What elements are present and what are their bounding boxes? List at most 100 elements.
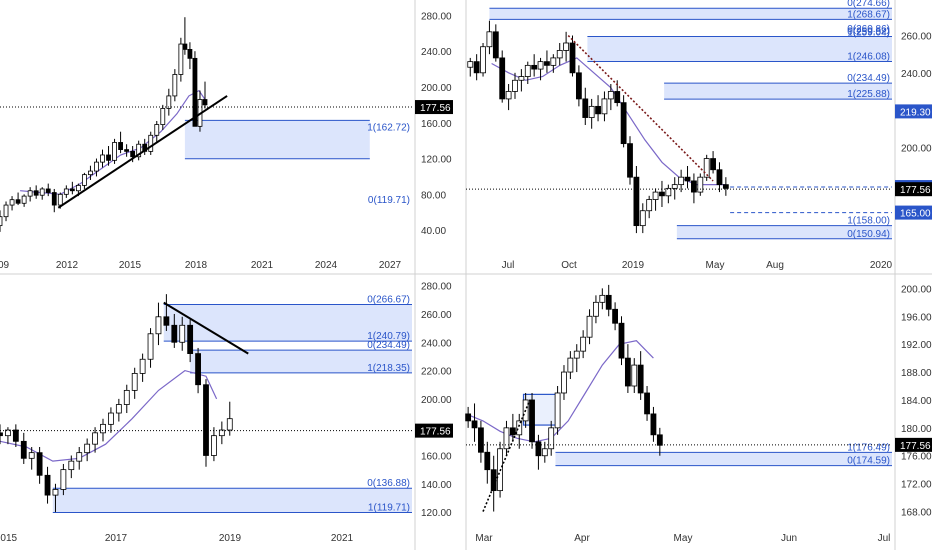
x-tick-label: 2027 bbox=[379, 260, 402, 271]
last-price-box bbox=[415, 100, 453, 115]
x-tick-label: Apr bbox=[574, 533, 590, 544]
candle-up bbox=[480, 46, 486, 74]
candle-down bbox=[171, 324, 178, 343]
candle-up bbox=[63, 188, 69, 195]
x-tick-label: Jul bbox=[502, 260, 515, 271]
candle-up bbox=[554, 392, 561, 429]
candle-up bbox=[697, 176, 704, 193]
candle-up bbox=[154, 124, 160, 136]
candle-up bbox=[166, 95, 172, 109]
trend-line bbox=[163, 301, 249, 355]
candle-down bbox=[612, 308, 618, 324]
chart-panel-bottom-right: 1(176.49) 0(174.59) 168.00 172.00 176.00 180.… bbox=[465, 284, 932, 544]
y-tick-label: 240.00 bbox=[421, 47, 452, 58]
fib-label: 0(119.71) bbox=[368, 195, 410, 206]
candle-up bbox=[486, 31, 493, 48]
candle-up bbox=[556, 50, 563, 59]
candle-up bbox=[586, 315, 593, 338]
candle-down bbox=[69, 188, 75, 192]
fib-label: 0(274.66) bbox=[847, 0, 890, 9]
range-box bbox=[522, 393, 559, 426]
y-tick-label: 260.00 bbox=[901, 32, 932, 43]
y-tick-label: 240.00 bbox=[421, 338, 452, 349]
fib-zone bbox=[676, 225, 892, 239]
fib-zone bbox=[587, 36, 892, 62]
candle-up bbox=[160, 108, 166, 125]
candle-up bbox=[112, 142, 117, 161]
candle-up bbox=[503, 427, 510, 450]
candle-down bbox=[618, 322, 625, 359]
candle-down bbox=[531, 64, 538, 70]
candle-up bbox=[671, 184, 678, 189]
candle-up bbox=[226, 418, 233, 431]
y-tick-label: 240.00 bbox=[901, 69, 932, 80]
candle-up bbox=[580, 336, 587, 352]
candle-up bbox=[136, 143, 142, 158]
x-tick-label: 2020 bbox=[870, 260, 893, 271]
candle-up bbox=[652, 191, 659, 200]
candle-up bbox=[57, 193, 63, 206]
fib-label: 0(266.67) bbox=[367, 295, 410, 306]
candle-up bbox=[537, 61, 544, 70]
y-tick-label: 260.00 bbox=[421, 310, 452, 321]
candle-down bbox=[624, 357, 631, 387]
candle-up bbox=[75, 184, 81, 192]
candle-up bbox=[178, 43, 184, 75]
y-tick-label: 120.00 bbox=[421, 508, 452, 519]
y-tick-label: 280.00 bbox=[421, 11, 452, 22]
y-tick-label: 168.00 bbox=[901, 508, 932, 519]
x-tick-label: Mar bbox=[475, 533, 493, 544]
candle-up bbox=[563, 42, 570, 51]
candle-up bbox=[148, 134, 154, 152]
x-tick-label: 2017 bbox=[105, 533, 128, 544]
x-tick-label: 2015 bbox=[0, 533, 18, 544]
candle-up bbox=[561, 371, 567, 394]
last-price-label: 177.56 bbox=[900, 441, 931, 452]
fib-zone bbox=[52, 488, 412, 513]
candle-up bbox=[607, 91, 614, 100]
x-tick-label: Jul bbox=[878, 533, 891, 544]
fib-label: 1(162.72) bbox=[367, 122, 410, 133]
fib-label: 1(225.88) bbox=[847, 89, 890, 100]
fib-zone bbox=[184, 120, 370, 159]
candle-up bbox=[88, 170, 93, 176]
candle-down bbox=[33, 190, 39, 196]
chart-panel-top-left: 1(162.72) 0(119.71) 40.00 80.00 120.00 160.00… bbox=[0, 11, 453, 271]
candle-down bbox=[473, 61, 480, 74]
candle-up bbox=[541, 448, 548, 457]
y-tick-label: 140.00 bbox=[421, 480, 452, 491]
candle-down bbox=[499, 57, 506, 100]
candle-down bbox=[650, 413, 657, 436]
last-price-label: 177.56 bbox=[900, 185, 931, 196]
y-tick-label: 176.00 bbox=[901, 452, 932, 463]
candle-up bbox=[39, 188, 45, 196]
trend-line bbox=[57, 95, 228, 209]
x-tick-label: Oct bbox=[561, 260, 577, 271]
y-tick-label: 40.00 bbox=[421, 226, 446, 237]
candle-down bbox=[529, 399, 535, 443]
candle-down bbox=[36, 452, 43, 476]
candle-up bbox=[172, 74, 178, 97]
candle-up bbox=[123, 389, 130, 405]
y-tick-label: 188.00 bbox=[901, 368, 932, 379]
candle-up bbox=[9, 199, 15, 206]
candle-down bbox=[569, 42, 576, 74]
candle-up bbox=[131, 373, 138, 391]
fib-zone bbox=[163, 304, 412, 342]
candle-down bbox=[45, 188, 51, 193]
candle-up bbox=[60, 469, 67, 490]
y-tick-label: 184.00 bbox=[901, 396, 932, 407]
candle-down bbox=[575, 72, 582, 100]
price-tag-label: 219.30 bbox=[900, 107, 931, 118]
candle-down bbox=[195, 353, 201, 386]
candle-up bbox=[100, 154, 105, 163]
candle-up bbox=[524, 64, 531, 77]
candle-down bbox=[202, 99, 208, 106]
fib-label: 0(259.52) bbox=[847, 26, 890, 37]
fib-label: 0(136.88) bbox=[367, 478, 410, 489]
y-tick-label: 192.00 bbox=[901, 340, 932, 351]
candle-down bbox=[627, 143, 633, 178]
candle-up bbox=[94, 161, 99, 172]
candle-up bbox=[27, 190, 33, 197]
x-tick-label: 2009 bbox=[0, 260, 10, 271]
